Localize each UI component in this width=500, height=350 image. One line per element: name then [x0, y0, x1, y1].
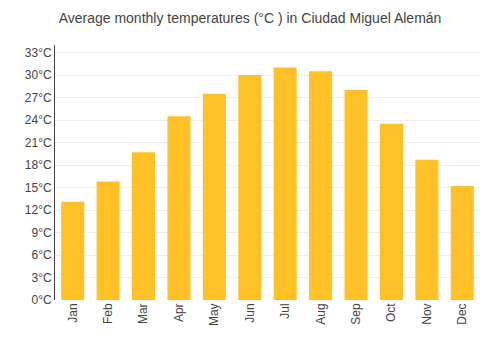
svg-text:9°C: 9°C — [31, 226, 51, 240]
svg-text:6°C: 6°C — [31, 248, 51, 262]
svg-text:33°C: 33°C — [25, 46, 52, 60]
svg-text:Sep: Sep — [349, 303, 363, 325]
svg-text:Apr: Apr — [172, 303, 186, 322]
svg-text:Dec: Dec — [455, 303, 469, 324]
svg-text:0°C: 0°C — [31, 293, 51, 307]
svg-text:Jun: Jun — [243, 303, 257, 322]
svg-text:May: May — [207, 303, 221, 326]
svg-text:Nov: Nov — [420, 303, 434, 324]
svg-text:Average monthly temperatures (: Average monthly temperatures (°C ) in Ci… — [59, 10, 442, 26]
svg-text:24°C: 24°C — [25, 113, 52, 127]
svg-text:3°C: 3°C — [31, 271, 51, 285]
svg-text:27°C: 27°C — [25, 91, 52, 105]
svg-text:15°C: 15°C — [25, 181, 52, 195]
svg-text:Jul: Jul — [278, 303, 292, 318]
svg-text:Aug: Aug — [314, 303, 328, 324]
svg-text:21°C: 21°C — [25, 136, 52, 150]
svg-text:Feb: Feb — [101, 303, 115, 324]
svg-text:Mar: Mar — [136, 303, 150, 324]
svg-text:30°C: 30°C — [25, 68, 52, 82]
svg-text:12°C: 12°C — [25, 203, 52, 217]
svg-text:18°C: 18°C — [25, 158, 52, 172]
svg-text:Jan: Jan — [66, 303, 80, 322]
svg-text:Oct: Oct — [384, 303, 398, 322]
